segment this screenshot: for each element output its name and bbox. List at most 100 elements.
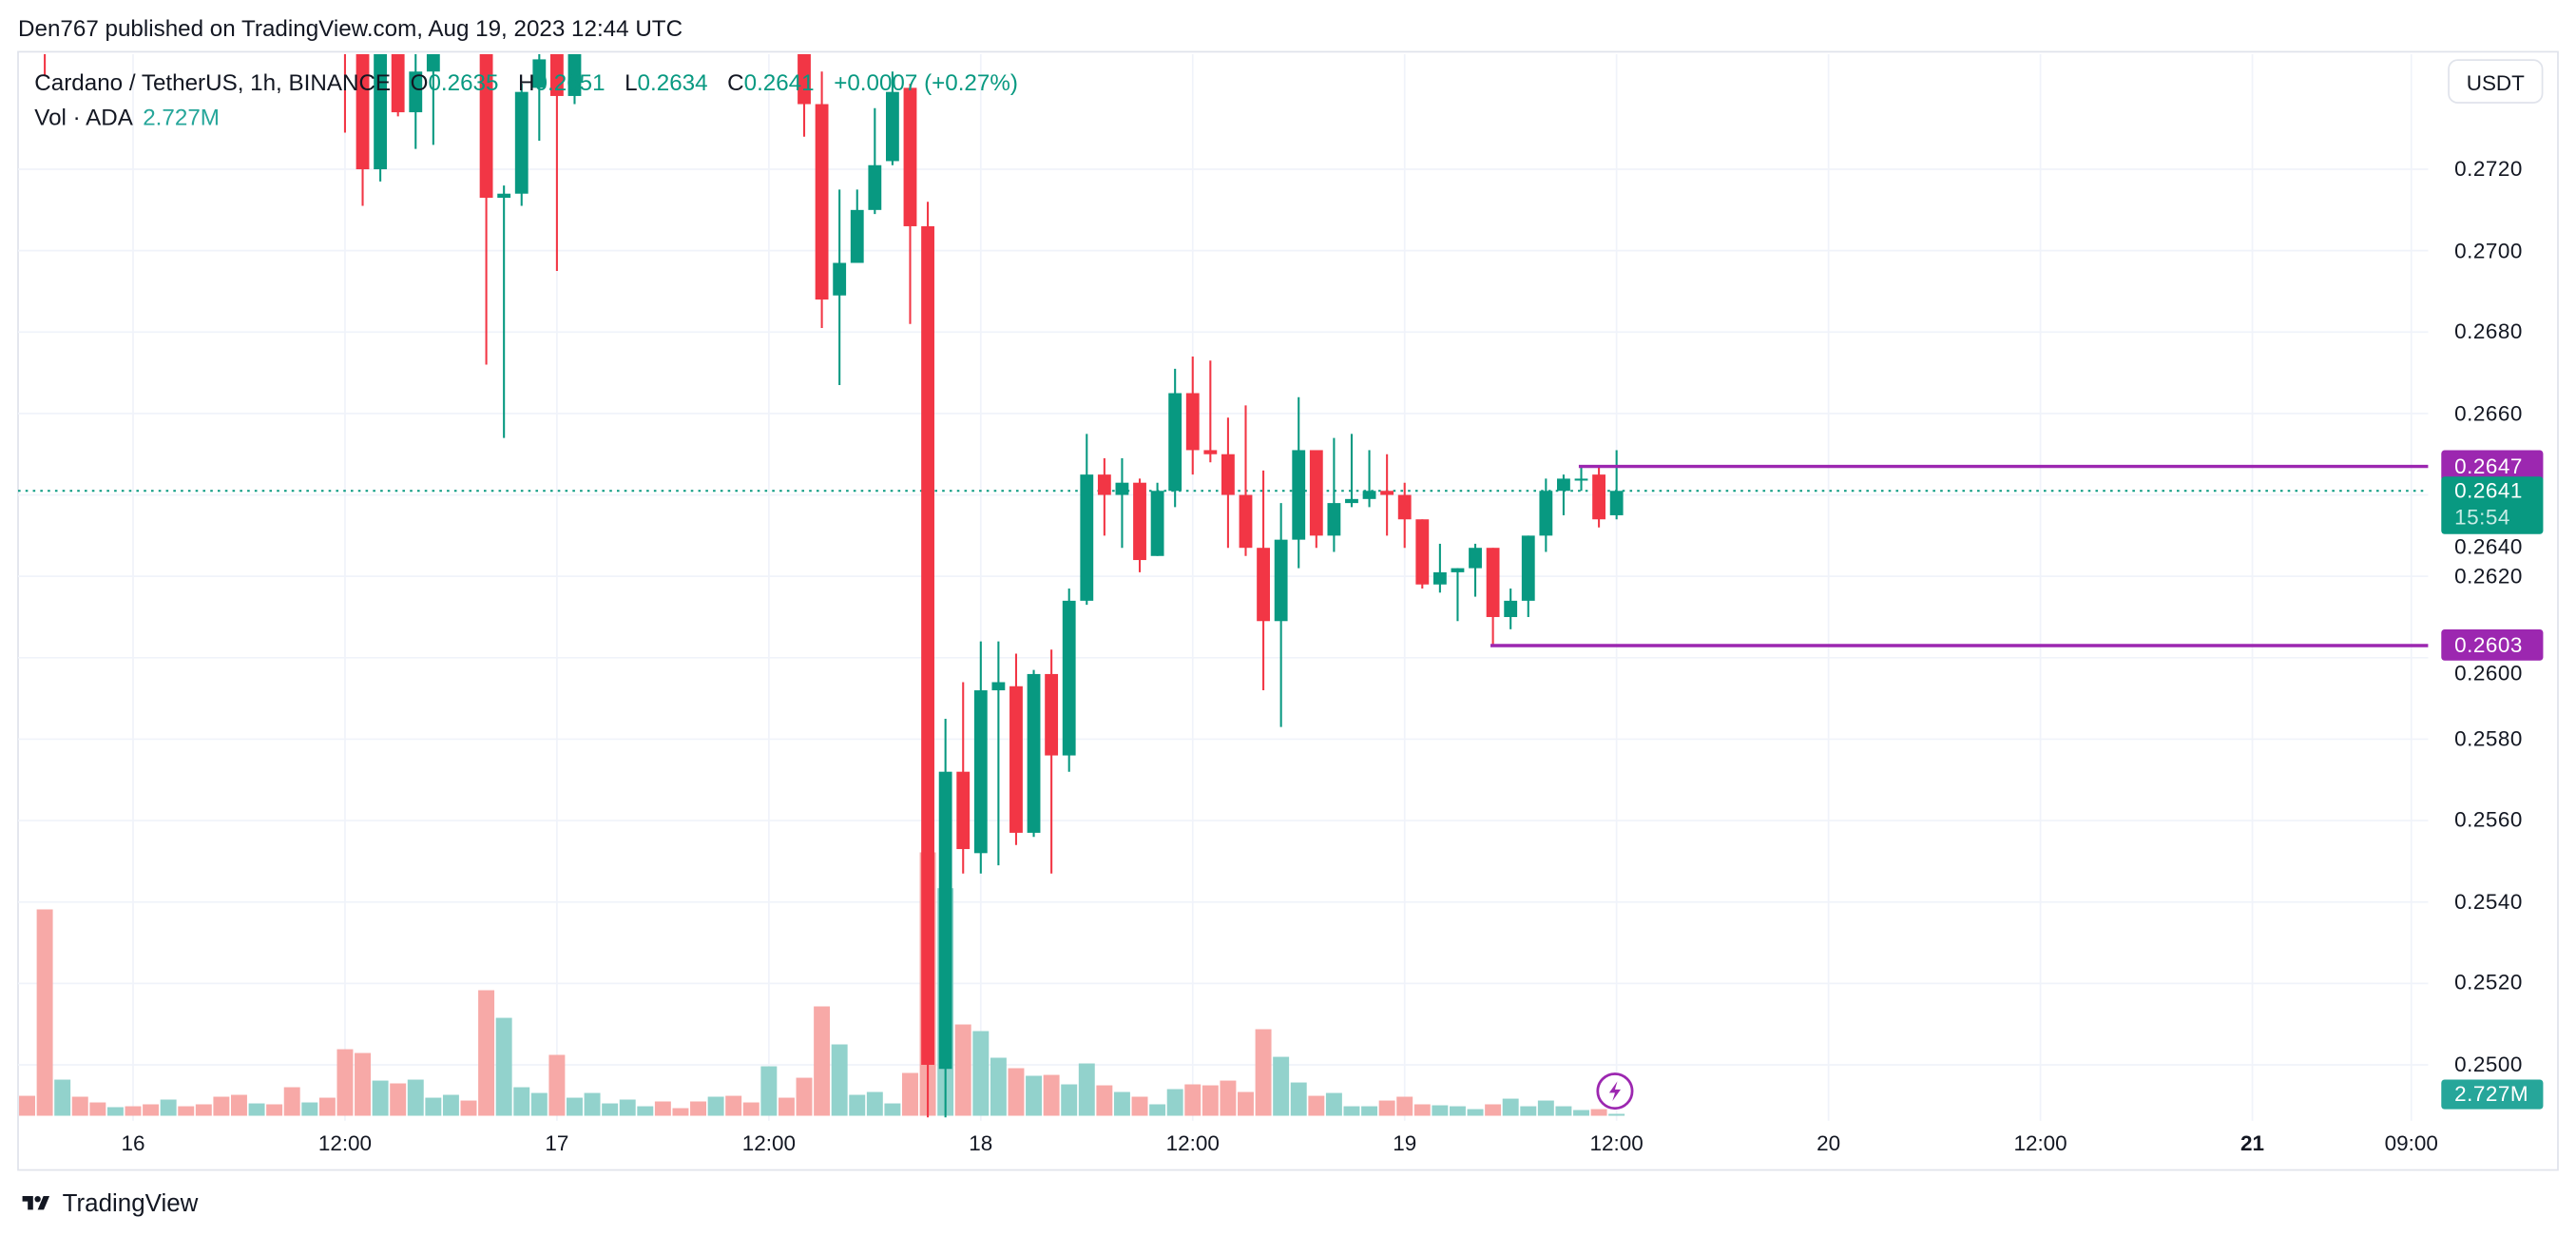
candle[interactable] bbox=[1574, 466, 1588, 492]
candle[interactable] bbox=[1327, 437, 1341, 552]
candle[interactable] bbox=[1504, 589, 1518, 629]
candle[interactable] bbox=[1274, 503, 1288, 727]
volume-bar bbox=[1290, 1082, 1307, 1116]
candle[interactable] bbox=[1469, 543, 1482, 597]
volume-bar bbox=[1467, 1109, 1484, 1116]
candle[interactable] bbox=[815, 71, 829, 328]
candle[interactable] bbox=[1062, 589, 1076, 772]
candle[interactable] bbox=[1592, 466, 1606, 528]
candle[interactable] bbox=[391, 7, 405, 117]
close-value: 0.2641 bbox=[743, 68, 815, 96]
price-axis-label: 0.2500 bbox=[2454, 1052, 2523, 1077]
time-axis-label: 12:00 bbox=[2013, 1130, 2067, 1156]
candle-body bbox=[1362, 491, 1376, 499]
volume-bar bbox=[407, 1079, 424, 1116]
currency-button[interactable]: USDT bbox=[2448, 59, 2544, 104]
candle[interactable] bbox=[921, 202, 934, 1133]
candle[interactable] bbox=[850, 189, 864, 263]
candle[interactable] bbox=[903, 84, 917, 324]
tradingview-logo[interactable]: TradingView bbox=[18, 1187, 198, 1220]
candle[interactable] bbox=[1362, 450, 1376, 508]
volume-bar bbox=[106, 1107, 124, 1116]
candle[interactable] bbox=[1203, 360, 1218, 463]
candle[interactable] bbox=[1115, 458, 1129, 549]
volume-bar bbox=[866, 1091, 883, 1116]
candle[interactable] bbox=[514, 84, 529, 206]
candle[interactable] bbox=[1239, 405, 1253, 556]
candle[interactable] bbox=[1185, 356, 1200, 475]
candle[interactable] bbox=[1557, 474, 1570, 515]
candle[interactable] bbox=[356, 7, 370, 206]
candle[interactable] bbox=[868, 107, 882, 215]
symbol-title[interactable]: Cardano / TetherUS, 1h, BINANCE bbox=[34, 68, 392, 96]
candle[interactable] bbox=[497, 185, 511, 438]
candle[interactable] bbox=[1133, 478, 1146, 572]
candle[interactable] bbox=[1486, 548, 1500, 646]
volume-bar bbox=[1008, 1068, 1025, 1116]
volume-bar bbox=[460, 1100, 477, 1116]
volume-label[interactable]: Vol · ADA bbox=[34, 103, 133, 130]
candle[interactable] bbox=[1150, 482, 1164, 556]
price-axis-label: 0.2680 bbox=[2454, 319, 2523, 344]
price-axis-label: 0.2700 bbox=[2454, 237, 2523, 262]
candle-body bbox=[1292, 450, 1306, 540]
candle[interactable] bbox=[1009, 653, 1023, 845]
candle[interactable] bbox=[1080, 434, 1094, 606]
candle[interactable] bbox=[409, 39, 423, 149]
chart-frame bbox=[17, 50, 2559, 1171]
candle[interactable] bbox=[374, 0, 388, 182]
candle[interactable] bbox=[1027, 669, 1041, 838]
candle[interactable] bbox=[885, 71, 899, 165]
candle[interactable] bbox=[1045, 649, 1059, 874]
candle[interactable] bbox=[1345, 434, 1358, 508]
candle[interactable] bbox=[1521, 535, 1535, 617]
candle[interactable] bbox=[549, 0, 564, 272]
candle[interactable] bbox=[973, 641, 988, 874]
candle-body bbox=[973, 690, 988, 854]
volume-bar bbox=[831, 1044, 848, 1116]
candle[interactable] bbox=[1292, 396, 1306, 569]
candle[interactable] bbox=[567, 14, 582, 105]
candle[interactable] bbox=[956, 682, 971, 874]
candle[interactable] bbox=[1397, 482, 1412, 549]
candle-body bbox=[1327, 503, 1341, 536]
volume-bar bbox=[1061, 1084, 1078, 1116]
candle-body bbox=[409, 71, 423, 113]
candle-body bbox=[1309, 450, 1323, 536]
candle[interactable] bbox=[1432, 543, 1447, 593]
candle-body bbox=[38, 0, 51, 27]
candle[interactable] bbox=[1380, 454, 1394, 536]
lightning-icon[interactable] bbox=[1596, 1072, 1634, 1110]
candle[interactable] bbox=[1221, 417, 1235, 549]
candle[interactable] bbox=[833, 189, 847, 385]
volume-bar bbox=[1413, 1104, 1431, 1116]
candle-body bbox=[1027, 673, 1041, 833]
candle[interactable] bbox=[1257, 470, 1270, 691]
candle[interactable] bbox=[532, 39, 547, 142]
candle[interactable] bbox=[938, 719, 952, 1138]
candle-body bbox=[1097, 474, 1111, 495]
candle[interactable] bbox=[1097, 458, 1111, 536]
volume-series bbox=[19, 852, 1625, 1116]
volume-bar bbox=[355, 1053, 371, 1116]
candle[interactable] bbox=[479, 0, 493, 365]
volume-bar bbox=[71, 1096, 88, 1116]
plot-pane bbox=[18, 0, 2429, 1138]
candle[interactable] bbox=[1168, 368, 1182, 508]
candle[interactable] bbox=[1539, 478, 1553, 552]
candle[interactable] bbox=[338, 0, 352, 133]
candle[interactable] bbox=[1309, 450, 1323, 549]
candle[interactable] bbox=[426, 0, 440, 145]
open-value: 0.2635 bbox=[428, 68, 499, 96]
candle-body bbox=[549, 54, 564, 96]
candle[interactable] bbox=[798, 0, 811, 137]
candle-body bbox=[1451, 568, 1465, 572]
volume-bar bbox=[266, 1104, 283, 1116]
volume-bar bbox=[372, 1080, 389, 1116]
candle[interactable] bbox=[1609, 450, 1624, 520]
candle[interactable] bbox=[1415, 519, 1430, 589]
candle[interactable] bbox=[1451, 568, 1465, 622]
candle[interactable] bbox=[38, 0, 51, 76]
candle[interactable] bbox=[991, 641, 1006, 866]
